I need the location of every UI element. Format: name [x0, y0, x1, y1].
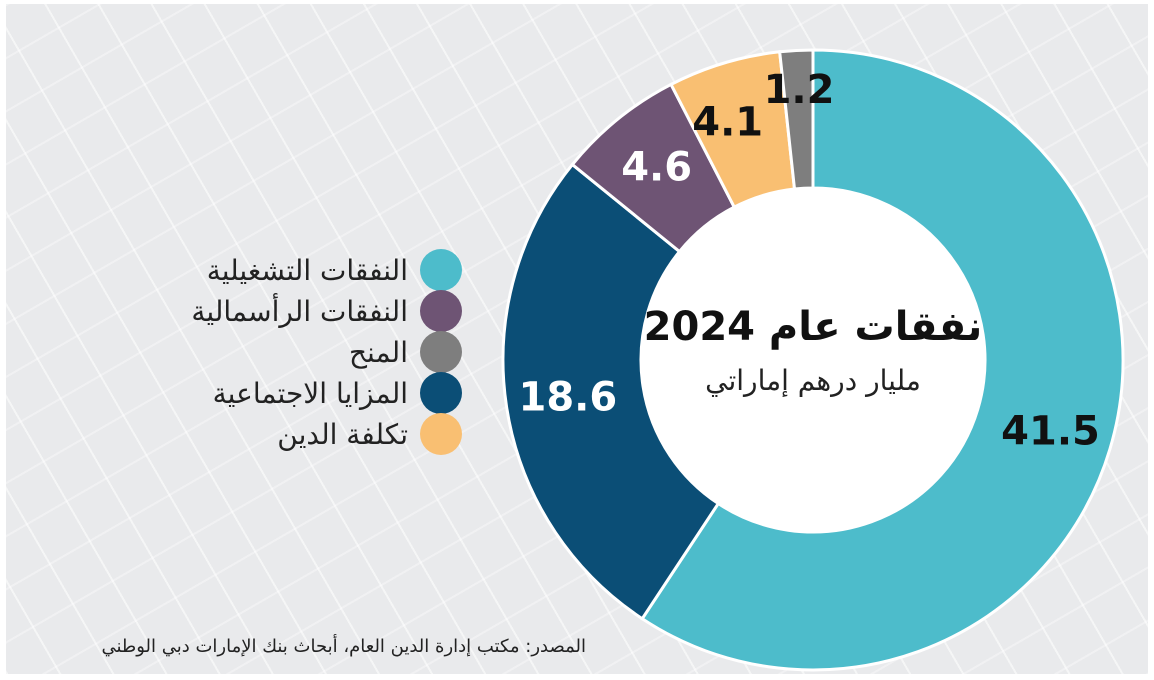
legend-label: تكلفة الدين — [277, 417, 408, 451]
legend-swatch — [420, 413, 462, 455]
label-social-benefits: 18.6 — [519, 375, 618, 421]
chart-title: نفقات عام 2024 — [644, 304, 983, 350]
label-grants: 1.2 — [764, 67, 835, 113]
legend-label: المزايا الاجتماعية — [212, 376, 408, 410]
label-operating: 41.5 — [1001, 408, 1100, 454]
donut-chart: 41.5 18.6 4.64.11.2 نفقات عام 2024 مليار د… — [501, 48, 1125, 672]
legend-item-capital: النفقات الرأسمالية — [156, 290, 462, 332]
donut-center — [641, 188, 985, 532]
legend-item-grants: المنح — [156, 331, 462, 373]
chart-subtitle: مليار درهم إماراتي — [705, 364, 921, 397]
chart-background: 41.5 18.6 4.6 4.1 1.2 نفقات عام 2024 مليار د… — [6, 4, 1148, 674]
donut-slices — [501, 48, 1125, 672]
label-capital: 4.6 — [621, 145, 692, 191]
slice-value-labels: 41.5 18.6 4.64.11.2 — [519, 67, 1100, 454]
legend-item-social-benefits: المزايا الاجتماعية — [156, 372, 462, 414]
label-debt-cost: 4.1 — [692, 99, 763, 145]
legend-swatch — [420, 331, 462, 373]
legend-swatch — [420, 290, 462, 332]
legend-item-debt-cost: تكلفة الدين — [156, 413, 462, 455]
legend-label: النفقات الرأسمالية — [191, 294, 408, 328]
source-note: المصدر: مكتب إدارة الدين العام، أبحاث بن… — [101, 636, 586, 657]
legend-label: المنح — [348, 335, 408, 369]
chart-legend: النفقات التشغيلية النفقات الرأسمالية الم… — [156, 249, 462, 455]
legend-swatch — [420, 372, 462, 414]
legend-swatch — [420, 249, 462, 291]
legend-label: النفقات التشغيلية — [206, 253, 408, 287]
legend-item-operating: النفقات التشغيلية — [156, 249, 462, 291]
